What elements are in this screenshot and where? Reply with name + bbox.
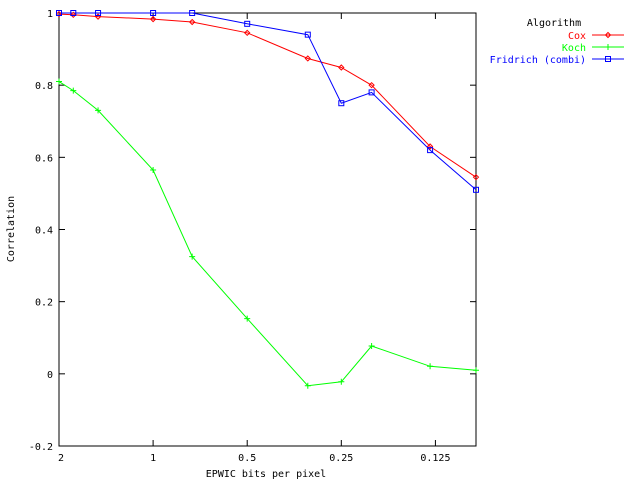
plot-frame: [58, 12, 477, 447]
axis-ticks: -0.2 0 0.2 0.4 0.6 0.8 1 2 1 0.5 0.25 0.125: [29, 9, 476, 464]
legend-label-fridrich-combi: Fridrich (combi): [490, 55, 586, 66]
legend-label-koch: Koch: [562, 43, 586, 54]
y-tick-label: -0.2: [29, 442, 53, 453]
data-point-fridrich-combi: [473, 186, 479, 193]
y-tick-label: 0.8: [35, 81, 53, 92]
data-point-koch: [150, 166, 157, 173]
data-point-koch: [244, 315, 251, 322]
y-tick-label: 0.6: [35, 153, 53, 164]
data-point-fridrich-combi: [95, 10, 102, 16]
data-point-cox: [55, 10, 63, 18]
data-point-fridrich-combi: [189, 10, 196, 16]
data-point-koch: [56, 78, 62, 85]
data-point-cox: [338, 64, 345, 71]
data-point-fridrich-combi: [150, 10, 157, 16]
legend-marker-koch: [605, 44, 611, 50]
data-point-cox: [304, 55, 312, 62]
data-point-fridrich-combi: [70, 10, 77, 16]
data-point-koch: [70, 87, 77, 94]
data-point-cox: [368, 81, 375, 89]
data-point-cox: [149, 15, 157, 23]
data-point-koch: [368, 343, 375, 350]
x-tick-label: 2: [58, 453, 64, 464]
data-point-cox: [188, 18, 196, 26]
x-tick-label: 1: [150, 453, 156, 464]
y-tick-label: 0.4: [35, 226, 53, 237]
y-tick-label: 0: [47, 370, 53, 381]
data-point-cox: [244, 29, 251, 37]
series-line-fridrich-combi: [59, 12, 477, 191]
data-point-fridrich-combi: [304, 31, 311, 38]
data-point-koch: [427, 363, 434, 370]
y-tick-label: 1: [47, 9, 53, 20]
data-point-koch: [304, 382, 311, 389]
legend-label-cox: Cox: [568, 31, 586, 42]
data-point-cox: [70, 11, 77, 19]
data-point-fridrich-combi: [368, 89, 375, 96]
y-tick-label: 0.2: [35, 298, 53, 309]
y-axis-label: Correlation: [6, 196, 17, 262]
data-point-koch: [189, 253, 196, 260]
x-tick-label: 0.25: [329, 453, 353, 464]
data-point-fridrich-combi: [56, 10, 62, 16]
series-markers: [55, 10, 480, 389]
data-point-cox: [426, 143, 434, 150]
data-point-koch: [95, 107, 102, 114]
series-line-koch: [58, 81, 477, 387]
x-tick-label: 0.125: [420, 453, 450, 464]
data-point-fridrich-combi: [338, 100, 345, 107]
series-lines: [58, 12, 477, 387]
x-axis-label: EPWIC bits per pixel: [206, 469, 326, 480]
legend-marker-cox: [604, 31, 612, 39]
data-point-cox: [472, 173, 480, 181]
x-tick-label: 0.5: [238, 453, 256, 464]
legend-marker-fridrich-combi: [605, 56, 611, 62]
data-point-koch: [473, 367, 479, 374]
legend-title: Algorithm: [527, 18, 581, 29]
data-point-koch: [338, 378, 345, 385]
data-point-fridrich-combi: [244, 20, 251, 27]
series-line-cox: [58, 13, 477, 178]
data-point-fridrich-combi: [427, 147, 434, 154]
